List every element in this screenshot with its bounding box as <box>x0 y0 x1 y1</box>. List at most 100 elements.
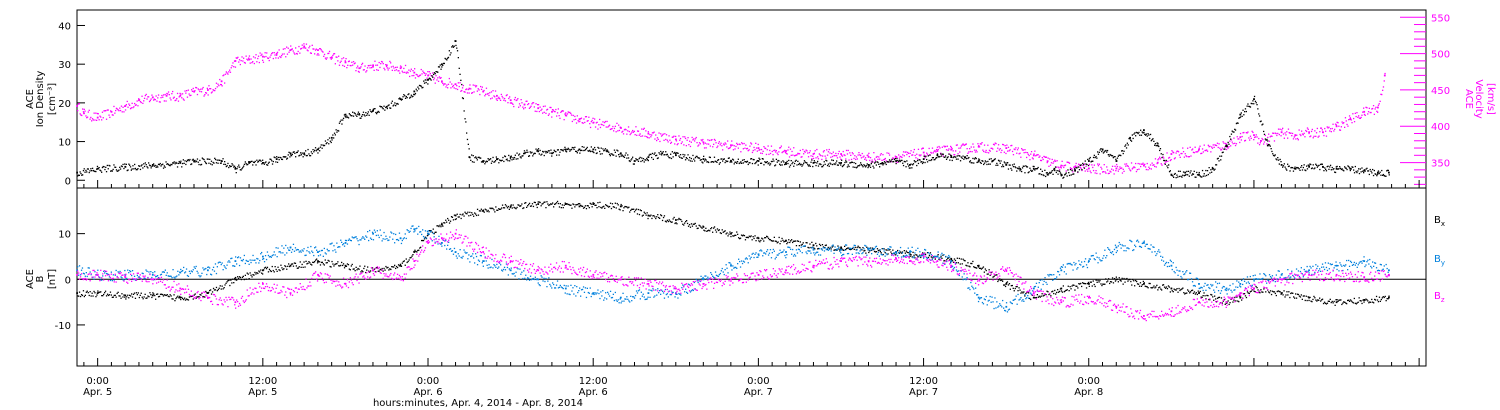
noise-dot <box>1319 297 1321 299</box>
noise-dot <box>286 268 288 270</box>
noise-dot <box>874 158 876 160</box>
noise-dot <box>664 220 667 222</box>
noise-dot <box>1018 166 1020 168</box>
noise-dot <box>943 145 945 147</box>
noise-dot <box>622 155 625 158</box>
noise-dot <box>1116 165 1119 168</box>
noise-dot <box>152 292 154 294</box>
data-point <box>578 205 581 208</box>
noise-dot <box>624 154 626 156</box>
noise-dot <box>689 140 691 142</box>
noise-dot <box>1145 168 1147 171</box>
noise-dot <box>237 276 239 278</box>
noise-dot <box>907 163 909 165</box>
noise-dot <box>394 102 396 104</box>
noise-dot <box>703 147 706 149</box>
noise-dot <box>297 150 299 152</box>
noise-dot <box>302 47 304 49</box>
data-point <box>950 148 953 151</box>
noise-dot <box>929 154 931 156</box>
noise-dot <box>1009 164 1011 166</box>
noise-dot <box>1232 143 1234 145</box>
noise-dot <box>1270 135 1272 137</box>
noise-dot <box>530 152 532 154</box>
noise-dot <box>1188 175 1190 177</box>
noise-dot <box>883 248 885 250</box>
noise-dot <box>419 247 421 249</box>
noise-dot <box>114 294 116 296</box>
noise-dot <box>874 162 876 164</box>
noise-dot <box>1060 290 1063 292</box>
noise-dot <box>552 151 554 154</box>
noise-dot <box>596 207 598 209</box>
noise-dot <box>262 61 265 63</box>
noise-dot <box>1365 298 1367 300</box>
noise-dot <box>96 294 98 296</box>
noise-dot <box>996 274 998 276</box>
noise-dot <box>966 155 968 157</box>
noise-dot <box>584 121 586 124</box>
noise-dot <box>508 208 510 210</box>
noise-dot <box>184 160 186 162</box>
noise-dot <box>342 117 345 119</box>
noise-dot <box>105 110 107 112</box>
noise-dot <box>1377 301 1380 303</box>
noise-dot <box>571 207 573 209</box>
noise-dot <box>912 251 914 253</box>
noise-dot <box>105 166 107 168</box>
noise-dot <box>210 160 213 162</box>
noise-dot <box>641 157 643 159</box>
noise-dot <box>1070 168 1072 170</box>
noise-dot <box>269 270 271 272</box>
noise-dot <box>174 163 176 165</box>
noise-dot <box>186 160 188 163</box>
noise-dot <box>185 92 187 94</box>
noise-dot <box>338 55 340 57</box>
noise-dot <box>590 121 592 123</box>
noise-dot <box>255 164 257 166</box>
noise-dot <box>949 153 951 155</box>
noise-dot <box>1135 279 1137 282</box>
noise-dot <box>763 164 765 166</box>
noise-dot <box>836 155 838 157</box>
noise-dot <box>769 152 772 155</box>
noise-dot <box>327 52 329 55</box>
noise-dot <box>952 156 954 159</box>
noise-dot <box>366 269 368 271</box>
noise-dot <box>488 211 490 213</box>
noise-dot <box>265 55 267 58</box>
noise-dot <box>1172 175 1174 177</box>
noise-dot <box>598 124 600 126</box>
noise-dot <box>1159 149 1161 152</box>
noise-dot <box>604 120 607 123</box>
noise-dot <box>304 47 306 49</box>
noise-dot <box>582 207 585 209</box>
noise-dot <box>145 269 147 271</box>
noise-dot <box>1043 174 1045 177</box>
noise-dot <box>101 119 103 121</box>
noise-dot <box>831 246 833 248</box>
noise-dot <box>257 272 259 275</box>
data-point <box>1239 136 1242 139</box>
noise-dot <box>281 53 284 55</box>
noise-dot <box>397 264 400 266</box>
noise-dot <box>865 165 868 167</box>
noise-dot <box>217 162 219 164</box>
noise-dot <box>660 215 663 217</box>
noise-dot <box>376 64 379 66</box>
data-point <box>317 148 319 151</box>
noise-dot <box>477 214 480 216</box>
noise-dot <box>902 154 904 156</box>
noise-dot <box>196 158 199 160</box>
noise-dot <box>1309 296 1311 299</box>
noise-dot <box>157 166 159 168</box>
noise-dot <box>447 57 449 59</box>
data-point <box>730 232 732 235</box>
noise-dot <box>116 108 118 110</box>
noise-dot <box>799 241 801 243</box>
noise-dot <box>1328 300 1330 302</box>
noise-dot <box>1073 168 1076 170</box>
noise-dot <box>1262 291 1264 293</box>
noise-dot <box>403 260 405 262</box>
noise-dot <box>480 157 482 159</box>
